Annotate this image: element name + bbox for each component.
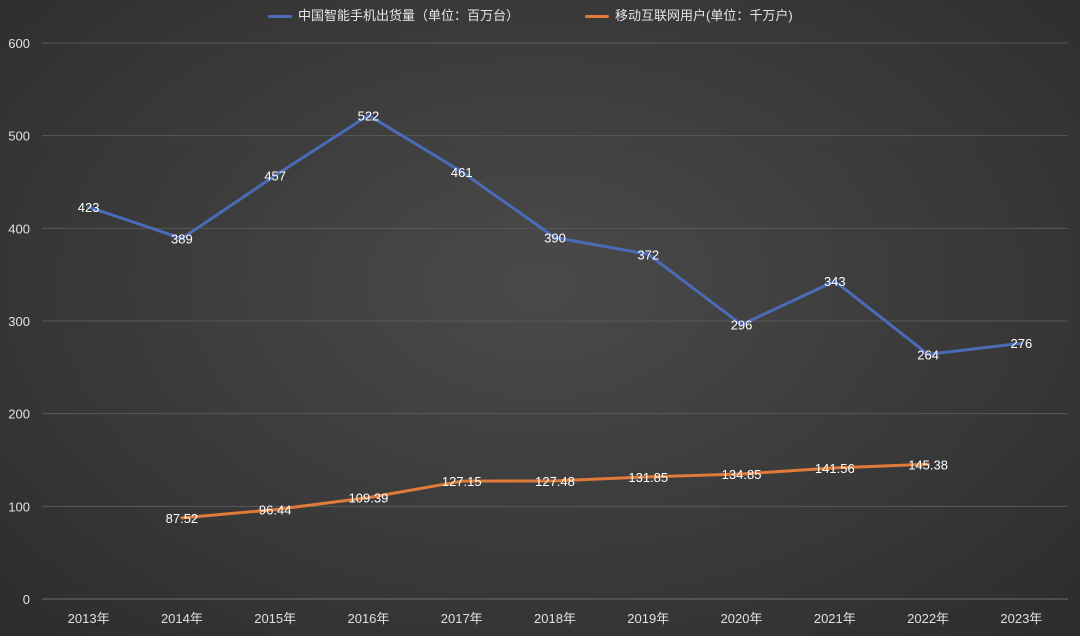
y-tick-label: 500 <box>8 129 30 144</box>
data-label-shipments: 276 <box>1011 336 1033 351</box>
data-label-shipments: 423 <box>78 200 100 215</box>
data-label-users: 145.38 <box>908 457 948 472</box>
data-label-shipments: 461 <box>451 165 473 180</box>
data-label-shipments: 389 <box>171 232 193 247</box>
data-label-users: 134.85 <box>722 467 762 482</box>
data-label-users: 109.39 <box>349 491 389 506</box>
data-label-users: 127.48 <box>535 474 575 489</box>
legend-item-users: 移动互联网用户(单位：千万户) <box>585 6 793 26</box>
y-tick-label: 400 <box>8 221 30 236</box>
y-tick-label: 200 <box>8 407 30 422</box>
y-tick-label: 600 <box>8 36 30 51</box>
legend-swatch-shipments <box>268 14 292 18</box>
data-label-users: 131.85 <box>628 470 668 485</box>
data-label-shipments: 457 <box>264 169 286 184</box>
x-tick-label: 2015年 <box>254 611 296 626</box>
legend-swatch-users <box>585 14 609 18</box>
data-label-shipments: 522 <box>358 108 380 123</box>
data-label-users: 96.44 <box>259 503 292 518</box>
data-label-shipments: 390 <box>544 231 566 246</box>
series-line-shipments <box>87 113 1023 356</box>
legend-label-shipments: 中国智能手机出货量（单位：百万台） <box>298 8 520 23</box>
x-tick-label: 2019年 <box>627 611 669 626</box>
legend-label-users: 移动互联网用户(单位：千万户) <box>615 8 793 23</box>
data-label-shipments: 372 <box>637 247 659 262</box>
x-tick-label: 2013年 <box>68 611 110 626</box>
data-label-users: 87.52 <box>166 511 199 526</box>
x-tick-label: 2020年 <box>721 611 763 626</box>
x-tick-label: 2018年 <box>534 611 576 626</box>
x-tick-label: 2022年 <box>907 611 949 626</box>
chart-legend: 中国智能手机出货量（单位：百万台） 移动互联网用户(单位：千万户) <box>0 6 1080 28</box>
data-label-shipments: 296 <box>731 318 753 333</box>
data-label-users: 127.15 <box>442 474 482 489</box>
data-label-shipments: 264 <box>917 347 939 362</box>
legend-item-shipments: 中国智能手机出货量（单位：百万台） <box>268 6 519 26</box>
x-tick-label: 2017年 <box>441 611 483 626</box>
x-tick-label: 2016年 <box>347 611 389 626</box>
data-label-shipments: 343 <box>824 274 846 289</box>
data-label-users: 141.56 <box>815 461 855 476</box>
x-tick-label: 2014年 <box>161 611 203 626</box>
y-tick-label: 100 <box>8 499 30 514</box>
x-tick-label: 2021年 <box>814 611 856 626</box>
y-tick-label: 300 <box>8 314 30 329</box>
y-tick-label: 0 <box>23 592 30 607</box>
x-tick-label: 2023年 <box>1000 611 1042 626</box>
series-line-users <box>180 462 930 520</box>
